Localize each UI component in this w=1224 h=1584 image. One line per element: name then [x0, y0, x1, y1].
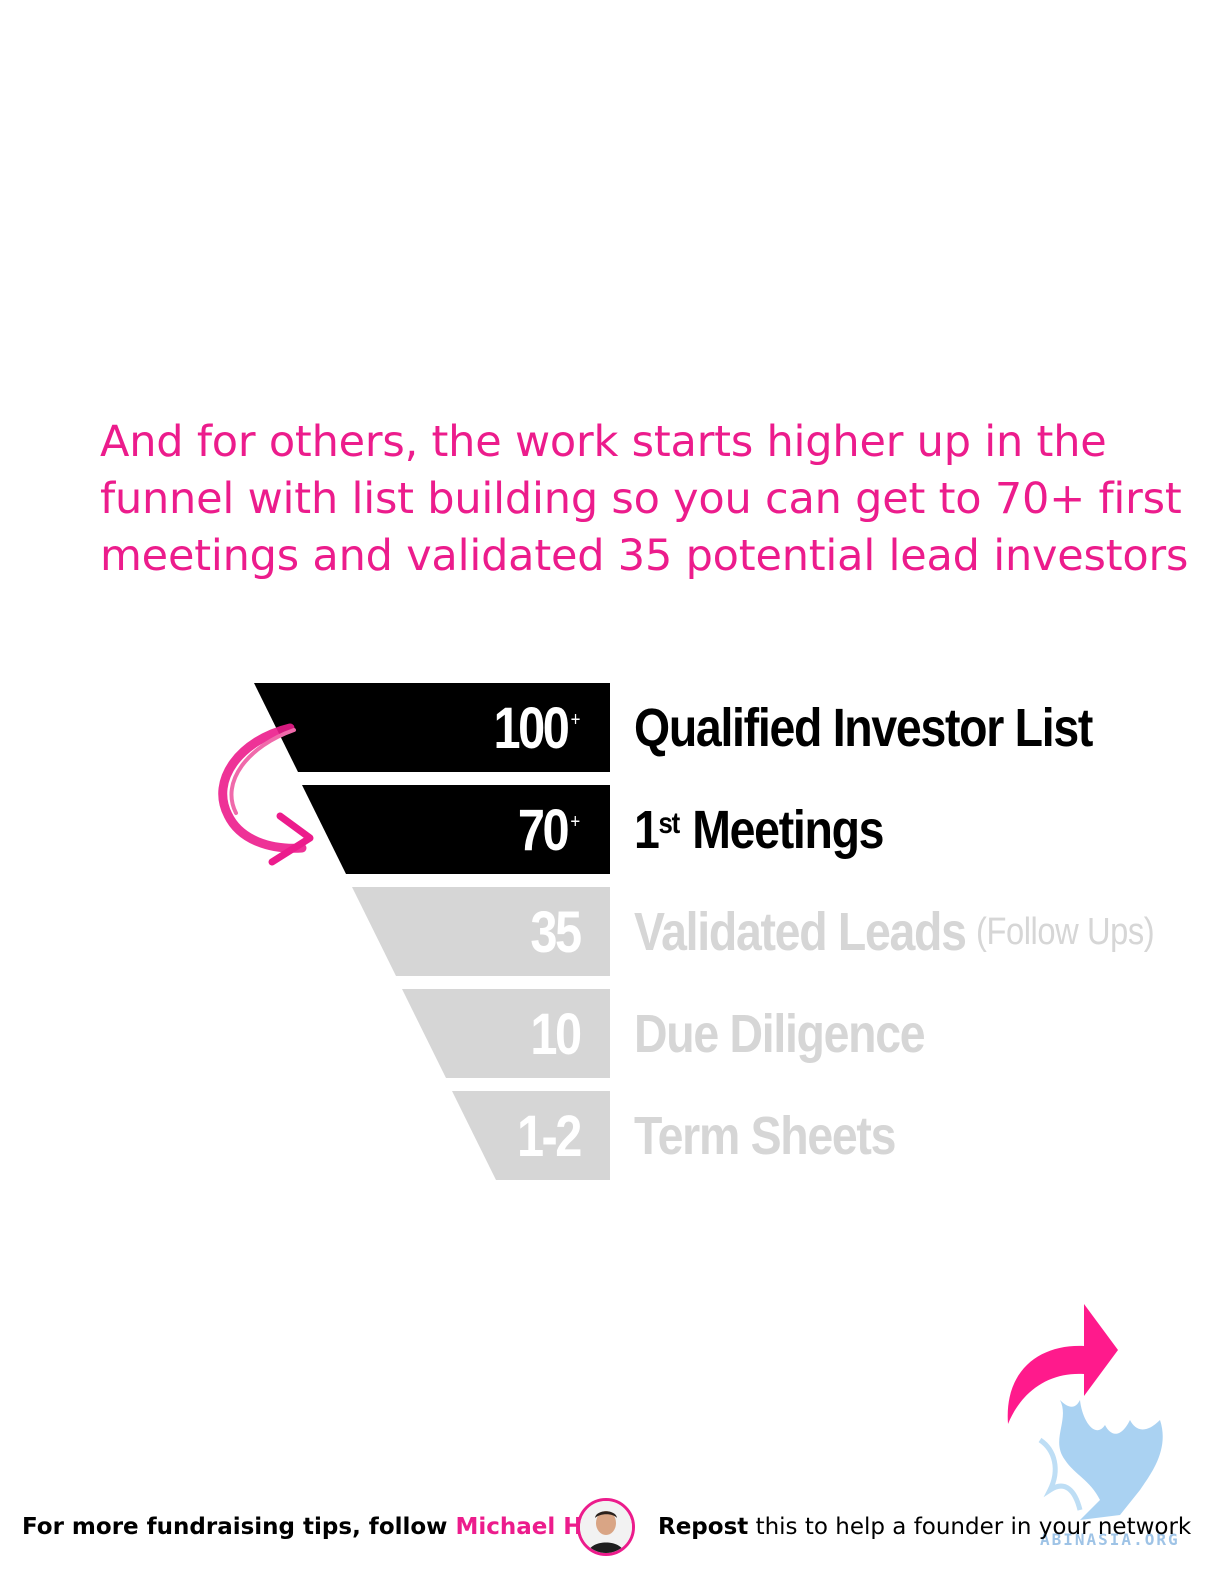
curved-arrow-icon	[218, 723, 314, 866]
funnel-band-5	[452, 1091, 610, 1180]
follow-text: For more fundraising tips, follow	[22, 1514, 456, 1540]
funnel-band-4	[402, 989, 610, 1078]
funnel-stage-diligence: 10 Due Diligence	[0, 989, 1224, 1079]
stage-number-value: 100	[493, 695, 569, 761]
stage-label-suffix: (Follow Ups)	[975, 910, 1155, 953]
author-name-link[interactable]: Michael Ho	[455, 1514, 599, 1540]
stage-number-value: 1-2	[517, 1103, 582, 1169]
stage-number-plus: +	[570, 811, 580, 833]
stage-number: 35	[530, 887, 583, 977]
funnel-band-2	[302, 785, 610, 874]
headline: And for others, the work starts higher u…	[100, 417, 1189, 581]
repost-bold: Repost	[658, 1514, 749, 1540]
stage-label: Due Diligence	[634, 1004, 926, 1064]
stage-label: Qualified Investor List	[634, 698, 1093, 758]
stage-label-main: 1	[634, 800, 660, 860]
repost-text: this to help a founder in your network	[748, 1514, 1192, 1540]
funnel-stage-validated: 35 Validated Leads (Follow Ups)	[0, 887, 1224, 977]
stage-label-rest: Meetings	[680, 800, 884, 860]
stage-label-sup: st	[658, 807, 681, 840]
footer: For more fundraising tips, follow Michae…	[0, 1496, 1224, 1560]
stage-number-value: 35	[530, 899, 583, 965]
avatar[interactable]	[577, 1498, 635, 1556]
stage-label-main: Validated Leads	[634, 902, 967, 962]
stage-number: 70 +	[518, 785, 580, 875]
stage-number-value: 10	[530, 1001, 583, 1067]
follow-cta: For more fundraising tips, follow Michae…	[22, 1514, 598, 1540]
funnel-band-1	[254, 683, 610, 772]
stage-number: 1-2	[517, 1091, 582, 1181]
griffin-watermark	[1038, 1400, 1163, 1520]
stage-number: 100 +	[493, 683, 580, 773]
stage-label: Validated Leads (Follow Ups)	[634, 887, 1155, 977]
share-arrow-icon	[1007, 1304, 1118, 1424]
stage-number-plus: +	[570, 709, 580, 731]
funnel-stage-term-sheets: 1-2 Term Sheets	[0, 1091, 1224, 1181]
funnel-band-3	[352, 887, 610, 976]
stage-number-value: 70	[517, 797, 570, 863]
repost-cta: Repost this to help a founder in your ne…	[658, 1514, 1191, 1540]
stage-number: 10	[530, 989, 583, 1079]
avatar-icon	[580, 1501, 632, 1553]
funnel-stage-qualified: 100 + Qualified Investor List	[0, 683, 1224, 773]
stage-label: Term Sheets	[634, 1106, 896, 1166]
watermark-text: ABINASIA.ORG	[1040, 1530, 1180, 1549]
